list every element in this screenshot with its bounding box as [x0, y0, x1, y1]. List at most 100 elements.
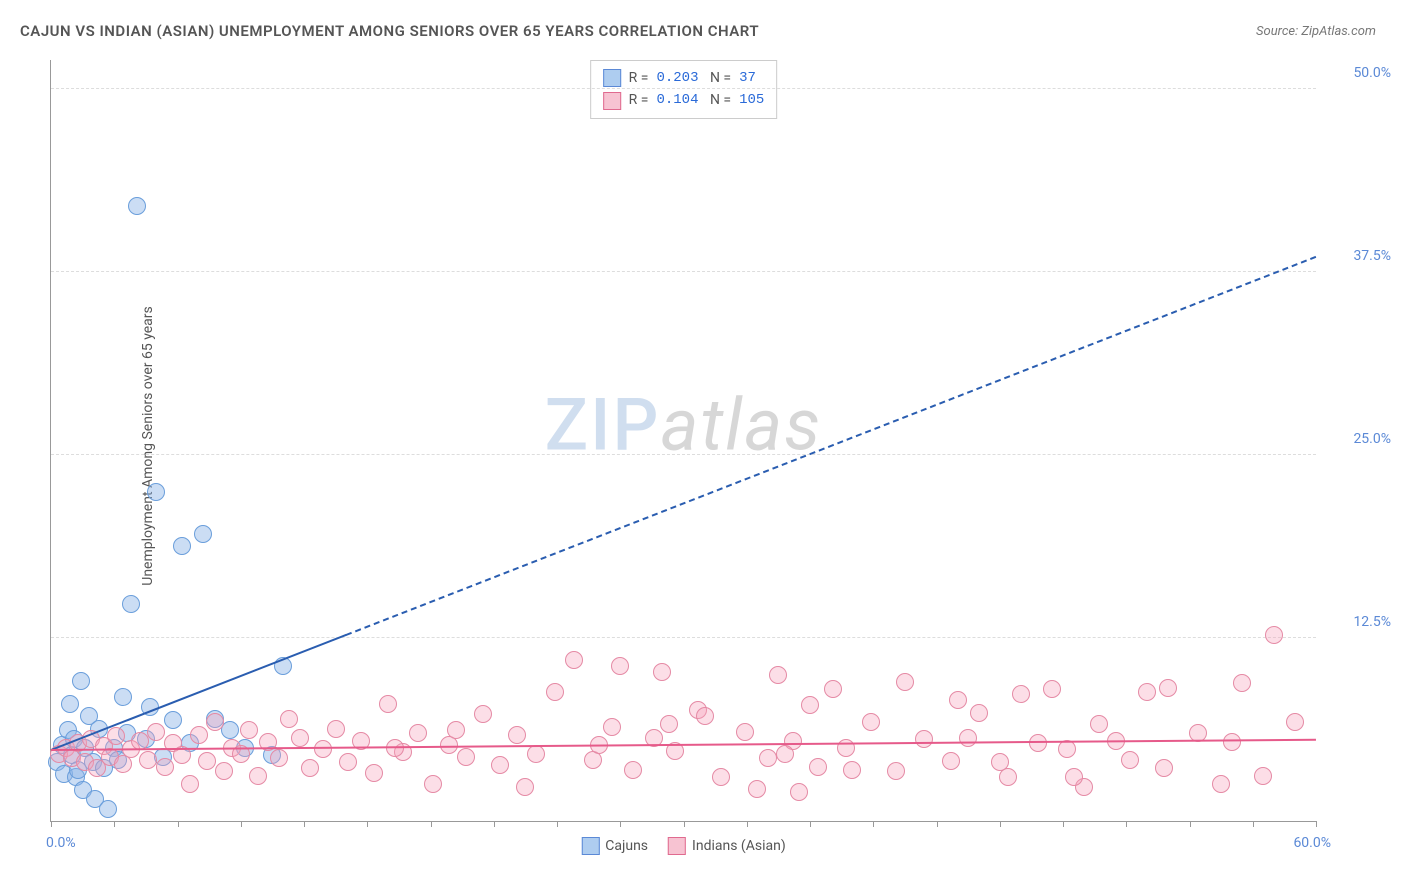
data-point	[99, 800, 117, 818]
data-point	[759, 749, 777, 767]
data-point	[508, 726, 526, 744]
x-tick-mark	[367, 821, 368, 827]
data-point	[942, 752, 960, 770]
legend-r-label: R =	[629, 89, 649, 111]
data-point	[206, 713, 224, 731]
x-tick-mark	[810, 821, 811, 827]
data-point	[1090, 715, 1108, 733]
data-point	[565, 651, 583, 669]
data-point	[527, 745, 545, 763]
chart-title: CAJUN VS INDIAN (ASIAN) UNEMPLOYMENT AMO…	[20, 22, 759, 40]
data-point	[491, 756, 509, 774]
data-point	[736, 723, 754, 741]
data-point	[1155, 759, 1173, 777]
data-point	[147, 723, 165, 741]
data-point	[122, 595, 140, 613]
data-point	[748, 780, 766, 798]
correlation-legend: R = 0.203 N = 37 R = 0.104 N = 105	[590, 60, 778, 119]
data-point	[843, 761, 861, 779]
data-point	[896, 673, 914, 691]
data-point	[801, 696, 819, 714]
gridline	[51, 637, 1316, 638]
legend-n-label: N =	[706, 89, 731, 111]
data-point	[546, 683, 564, 701]
data-point	[624, 761, 642, 779]
trend-line	[346, 256, 1317, 636]
data-point	[474, 705, 492, 723]
data-point	[949, 691, 967, 709]
data-point	[862, 713, 880, 731]
gridline	[51, 454, 1316, 455]
data-point	[61, 695, 79, 713]
data-point	[1058, 740, 1076, 758]
data-point	[603, 718, 621, 736]
data-point	[824, 680, 842, 698]
data-point	[1138, 683, 1156, 701]
legend-row-cajuns: R = 0.203 N = 37	[603, 67, 765, 89]
legend-r-label: R =	[629, 67, 649, 89]
x-tick-mark	[1253, 821, 1254, 827]
legend-swatch-indians	[603, 92, 621, 110]
legend-swatch-cajuns-bottom	[581, 837, 599, 855]
data-point	[424, 775, 442, 793]
data-point	[128, 197, 146, 215]
data-point	[139, 751, 157, 769]
plot-area: ZIPatlas R = 0.203 N = 37 R = 0.104 N = …	[50, 60, 1316, 822]
x-tick-mark	[431, 821, 432, 827]
x-axis-min-label: 0.0%	[46, 835, 76, 851]
legend-item-indians: Indians (Asian)	[668, 837, 786, 855]
legend-item-cajuns: Cajuns	[581, 837, 648, 855]
data-point	[1029, 734, 1047, 752]
data-point	[1065, 768, 1083, 786]
legend-row-indians: R = 0.104 N = 105	[603, 89, 765, 111]
data-point	[970, 704, 988, 722]
data-point	[1265, 626, 1283, 644]
data-point	[1121, 751, 1139, 769]
legend-r-value-indians: 0.104	[656, 89, 698, 111]
data-point	[1223, 733, 1241, 751]
x-tick-mark	[557, 821, 558, 827]
data-point	[365, 764, 383, 782]
x-tick-mark	[178, 821, 179, 827]
data-point	[409, 724, 427, 742]
data-point	[314, 740, 332, 758]
data-point	[280, 710, 298, 728]
gridline	[51, 271, 1316, 272]
data-point	[1286, 713, 1304, 731]
data-point	[1233, 674, 1251, 692]
data-point	[215, 762, 233, 780]
data-point	[339, 753, 357, 771]
legend-label-cajuns: Cajuns	[605, 838, 648, 854]
data-point	[447, 721, 465, 739]
data-point	[516, 778, 534, 796]
x-tick-mark	[114, 821, 115, 827]
data-point	[72, 672, 90, 690]
x-axis-max-label: 60.0%	[1293, 835, 1331, 851]
data-point	[194, 525, 212, 543]
data-point	[114, 688, 132, 706]
data-point	[611, 657, 629, 675]
data-point	[1254, 767, 1272, 785]
data-point	[156, 758, 174, 776]
data-point	[1043, 680, 1061, 698]
x-tick-mark	[937, 821, 938, 827]
x-tick-mark	[304, 821, 305, 827]
data-point	[131, 732, 149, 750]
data-point	[240, 721, 258, 739]
data-point	[769, 666, 787, 684]
data-point	[190, 726, 208, 744]
data-point	[181, 775, 199, 793]
data-point	[327, 720, 345, 738]
gridline	[51, 88, 1316, 89]
data-point	[379, 695, 397, 713]
data-point	[173, 537, 191, 555]
data-point	[147, 483, 165, 501]
x-tick-mark	[241, 821, 242, 827]
legend-n-value-indians: 105	[739, 89, 764, 111]
x-tick-mark	[873, 821, 874, 827]
x-tick-mark	[684, 821, 685, 827]
x-tick-mark	[620, 821, 621, 827]
y-tick-label: 50.0%	[1331, 65, 1391, 81]
legend-label-indians: Indians (Asian)	[692, 838, 786, 854]
data-point	[696, 707, 714, 725]
